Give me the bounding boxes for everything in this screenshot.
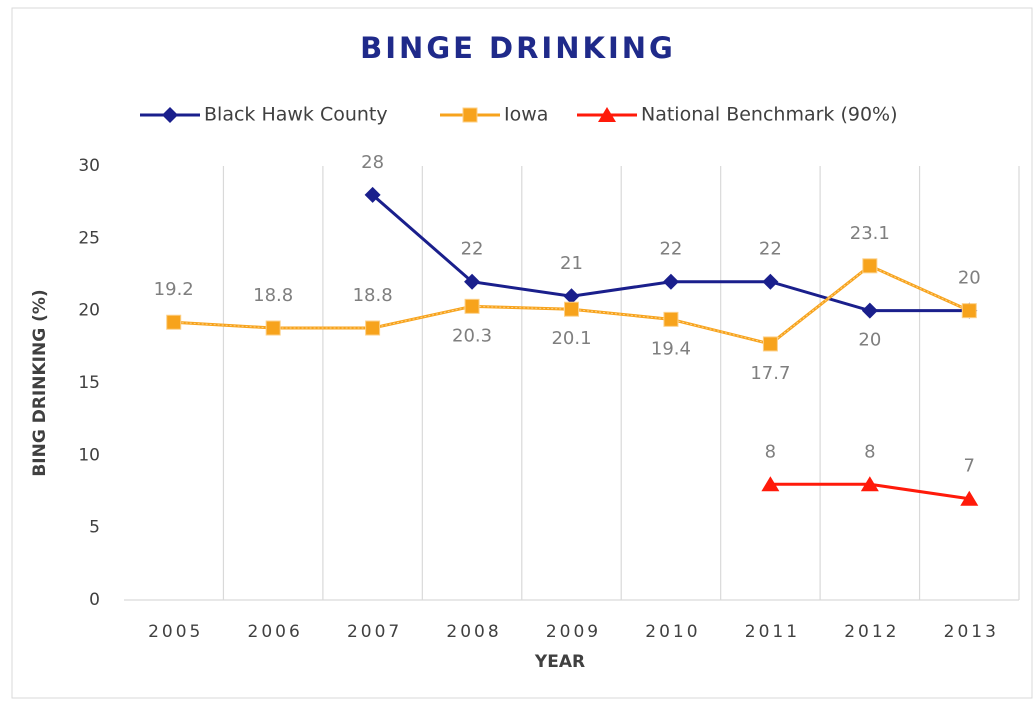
legend-marker — [598, 107, 616, 122]
data-label: 22 — [759, 239, 782, 260]
data-label: 18.8 — [353, 285, 393, 306]
x-tick-label: 2007 — [347, 622, 402, 642]
legend-marker — [462, 107, 478, 123]
marker — [365, 320, 381, 336]
marker — [662, 273, 679, 290]
x-tick-label: 2009 — [546, 622, 601, 642]
legend-label: Black Hawk County — [204, 104, 388, 126]
legend-marker — [162, 107, 178, 123]
chart-title: BINGE DRINKING — [360, 31, 676, 65]
marker — [861, 302, 878, 319]
y-axis-title: BING DRINKING (%) — [30, 289, 50, 476]
marker — [762, 273, 779, 290]
y-tick-label: 5 — [89, 518, 100, 538]
marker — [464, 298, 480, 314]
x-axis-title: YEAR — [534, 652, 585, 672]
marker — [464, 273, 481, 290]
data-label: 18.8 — [253, 285, 293, 306]
legend-label: Iowa — [504, 104, 548, 126]
x-tick-label: 2005 — [148, 622, 203, 642]
x-tick-label: 2010 — [645, 622, 700, 642]
x-tick-label: 2012 — [844, 622, 899, 642]
x-tick-label: 2013 — [944, 622, 999, 642]
data-label: 28 — [361, 152, 384, 173]
marker — [762, 336, 778, 352]
marker — [564, 301, 579, 317]
marker — [563, 288, 580, 305]
data-label: 19.4 — [651, 338, 691, 359]
marker — [364, 186, 381, 203]
data-label: 22 — [659, 239, 682, 260]
data-label: 8 — [864, 441, 875, 462]
data-label: 20 — [858, 330, 881, 351]
marker — [166, 314, 182, 330]
marker — [960, 490, 979, 506]
data-label: 22 — [461, 239, 484, 260]
x-tick-label: 2006 — [248, 622, 303, 642]
x-tick-label: 2008 — [446, 622, 501, 642]
y-tick-label: 0 — [89, 590, 100, 610]
data-label: 8 — [765, 441, 776, 462]
data-label: 19.2 — [154, 279, 194, 300]
data-label: 23.1 — [850, 223, 890, 244]
y-tick-label: 10 — [78, 445, 100, 465]
marker — [663, 311, 679, 327]
legend-label: National Benchmark (90%) — [641, 104, 898, 126]
data-label: 20.1 — [551, 328, 591, 349]
marker — [862, 258, 878, 274]
x-tick-label: 2011 — [745, 622, 800, 642]
y-tick-label: 20 — [78, 301, 100, 321]
marker — [961, 303, 977, 319]
data-label: 7 — [964, 456, 975, 477]
data-label: 17.7 — [750, 363, 790, 384]
marker — [265, 320, 281, 336]
data-label: 20.3 — [452, 325, 492, 346]
y-tick-label: 25 — [78, 228, 100, 248]
chart-border — [11, 7, 1033, 699]
data-label: 21 — [560, 253, 583, 274]
marker — [860, 476, 879, 492]
y-tick-label: 15 — [78, 373, 100, 393]
marker — [761, 476, 780, 492]
data-label: 20 — [958, 268, 981, 289]
y-tick-label: 30 — [78, 156, 100, 176]
